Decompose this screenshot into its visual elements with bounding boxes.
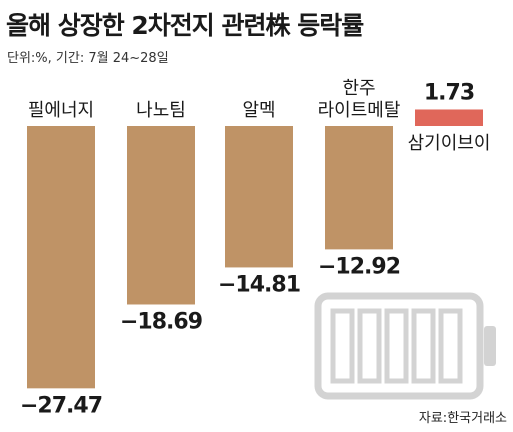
labels: −27.47 필에너지 −18.69 나노팀 −14.81 알멕 −12.92 한주라이트메탈…: [20, 78, 490, 418]
category-label: 삼기이브이: [408, 133, 491, 154]
bars: [27, 109, 483, 389]
bar: [27, 126, 95, 389]
category-label: 알멕: [242, 100, 275, 121]
battery-icon: [314, 292, 496, 400]
category-label: 한주: [342, 78, 375, 99]
battery-cell: [384, 308, 409, 384]
bar: [325, 126, 393, 250]
chart-title: 올해 상장한 2차전지 관련株 등락률: [6, 11, 364, 40]
battery-cell: [357, 308, 382, 384]
battery-cell: [411, 308, 436, 384]
battery-cell: [330, 308, 355, 384]
value-label: −18.69: [120, 309, 202, 334]
category-label: 필에너지: [28, 100, 94, 121]
battery-cell: [438, 308, 463, 384]
battery-body: [314, 292, 484, 400]
value-label: −14.81: [218, 272, 300, 297]
value-label: −27.47: [20, 393, 102, 418]
category-label: 라이트메탈: [318, 100, 401, 121]
bar: [127, 126, 195, 305]
chart-subtitle: 단위:%, 기간: 7월 24~28일: [7, 51, 169, 66]
category-label: 나노팀: [136, 100, 186, 121]
value-label: −12.92: [318, 254, 400, 279]
source-note: 자료:한국거래소: [418, 411, 507, 426]
bar: [225, 126, 293, 268]
bar: [415, 109, 483, 126]
value-label: 1.73: [424, 80, 474, 105]
battery-terminal: [484, 326, 496, 366]
